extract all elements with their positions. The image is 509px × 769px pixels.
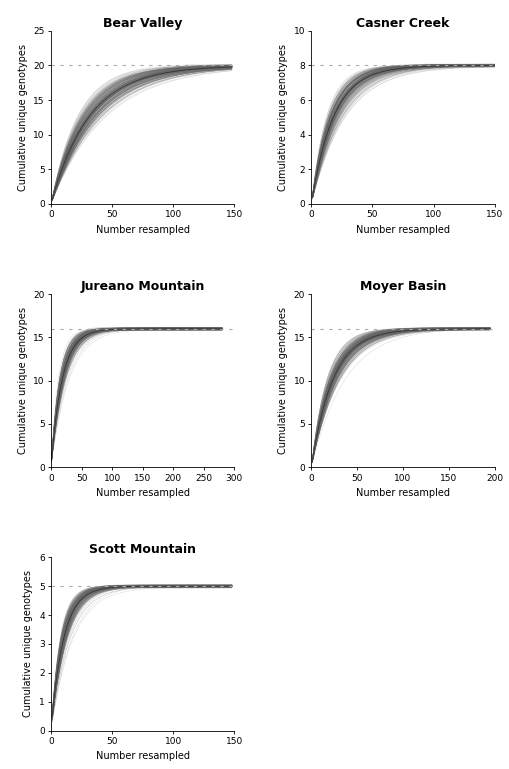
- Y-axis label: Cumulative unique genotypes: Cumulative unique genotypes: [18, 44, 27, 191]
- Y-axis label: Cumulative unique genotypes: Cumulative unique genotypes: [277, 44, 288, 191]
- Y-axis label: Cumulative unique genotypes: Cumulative unique genotypes: [277, 307, 288, 454]
- X-axis label: Number resampled: Number resampled: [96, 488, 189, 498]
- Y-axis label: Cumulative unique genotypes: Cumulative unique genotypes: [18, 307, 27, 454]
- X-axis label: Number resampled: Number resampled: [96, 225, 189, 235]
- X-axis label: Number resampled: Number resampled: [355, 225, 449, 235]
- Title: Bear Valley: Bear Valley: [103, 17, 182, 29]
- X-axis label: Number resampled: Number resampled: [355, 488, 449, 498]
- X-axis label: Number resampled: Number resampled: [96, 751, 189, 761]
- Title: Scott Mountain: Scott Mountain: [89, 543, 196, 556]
- Title: Casner Creek: Casner Creek: [356, 17, 449, 29]
- Title: Jureano Mountain: Jureano Mountain: [80, 280, 205, 293]
- Title: Moyer Basin: Moyer Basin: [359, 280, 445, 293]
- Y-axis label: Cumulative unique genotypes: Cumulative unique genotypes: [23, 571, 34, 717]
